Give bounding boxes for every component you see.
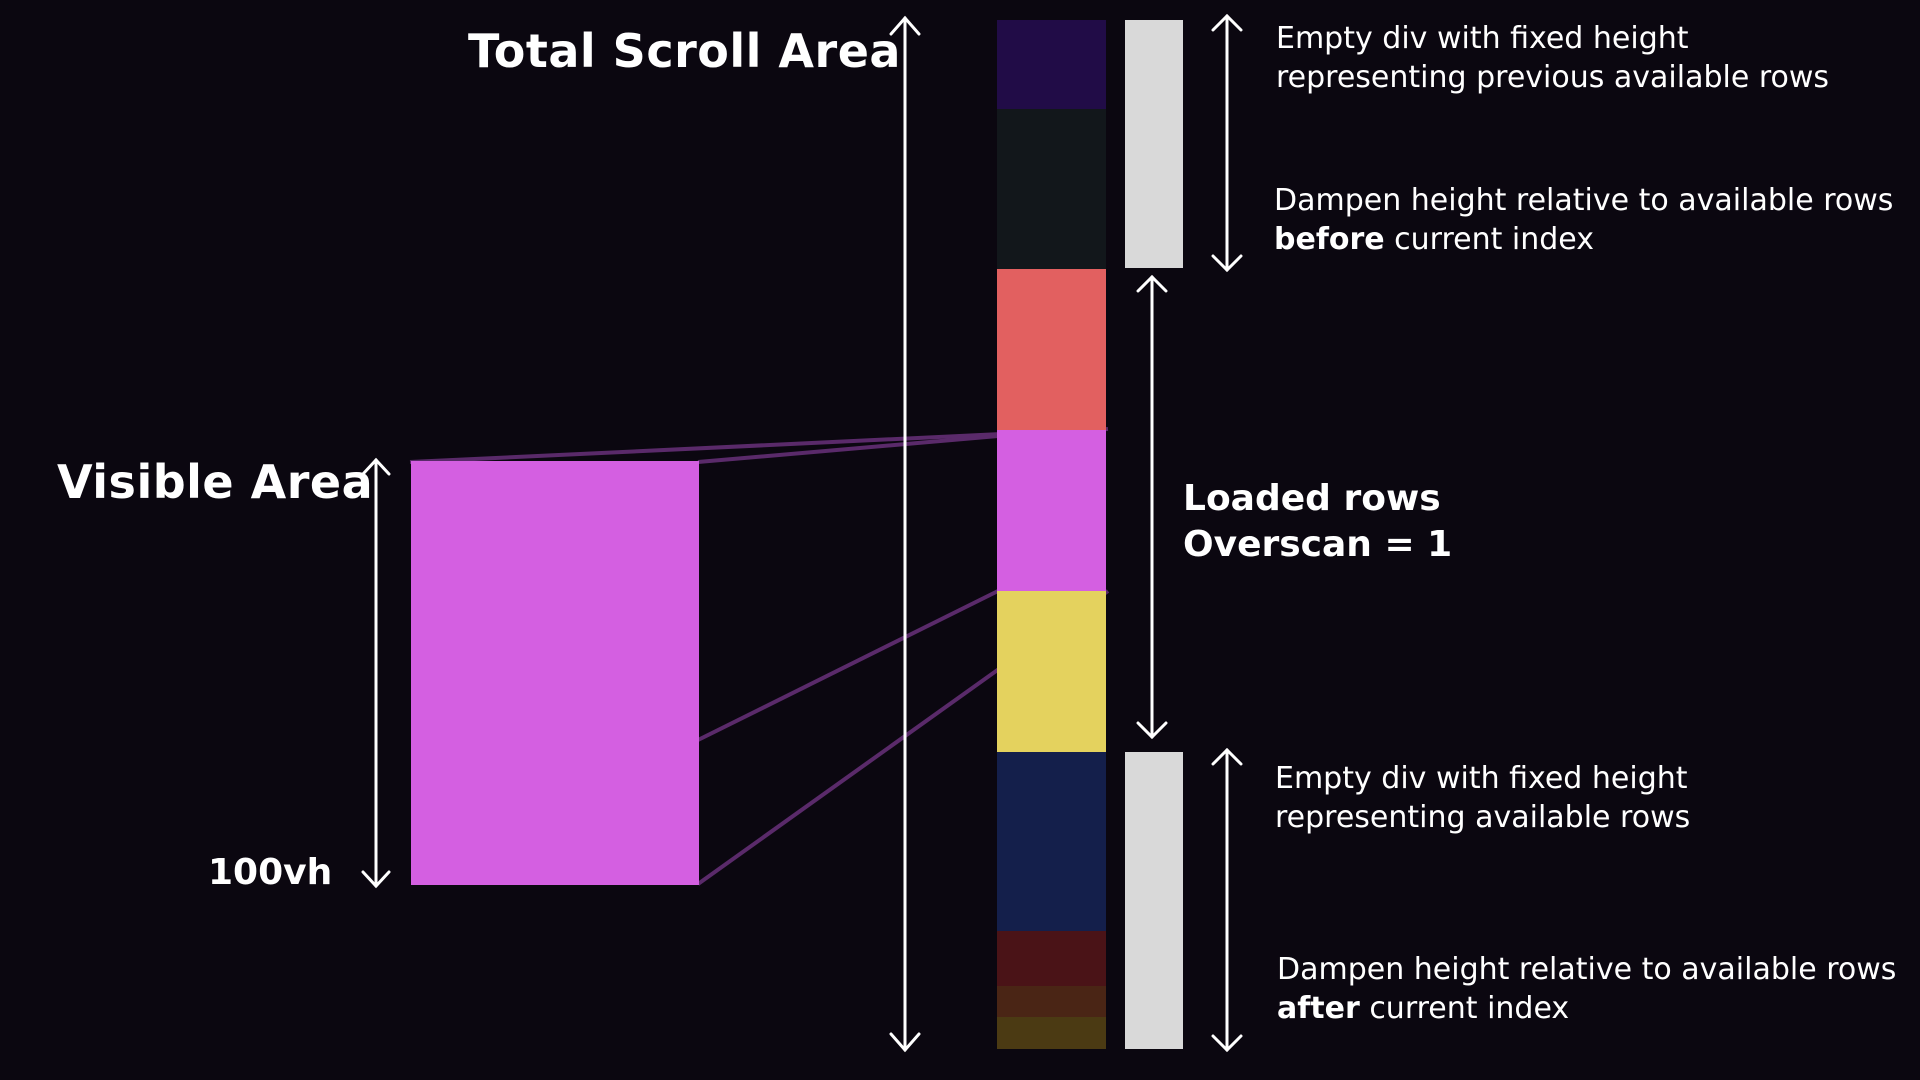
bottom-spacer-arrow xyxy=(1211,747,1243,1053)
top-spacer-line-2: representing previous available rows xyxy=(1276,60,1830,95)
row-loaded-above xyxy=(997,269,1106,430)
row-previous-2 xyxy=(997,109,1106,269)
top-spacer-note-line-2: before current index xyxy=(1274,220,1893,259)
bottom-spacer-line-2: representing available rows xyxy=(1275,800,1691,835)
bottom-spacer-note-line-1: Dampen height relative to available rows xyxy=(1277,952,1897,987)
bottom-spacer-note-suffix: current index xyxy=(1359,991,1570,1026)
bottom-spacer-description: Empty div with fixed height representing… xyxy=(1275,759,1690,837)
top-spacer-description: Empty div with fixed height representing… xyxy=(1276,19,1829,97)
row-previous-1 xyxy=(997,20,1106,109)
top-spacer-arrow xyxy=(1211,13,1243,273)
overscan-label: Overscan = 1 xyxy=(1183,524,1453,565)
viewport-height-label: 100vh xyxy=(208,852,333,893)
projection-line-top-inner xyxy=(697,434,999,464)
visible-area-label: Visible Area xyxy=(57,455,374,509)
top-spacer-note-line-1: Dampen height relative to available rows xyxy=(1274,183,1894,218)
bottom-spacer-note-emphasis: after xyxy=(1277,991,1360,1026)
row-visible xyxy=(997,430,1106,591)
row-loaded-below xyxy=(997,591,1106,752)
bottom-spacer-note: Dampen height relative to available rows… xyxy=(1277,950,1896,1028)
row-next-2 xyxy=(997,931,1106,986)
row-next-3 xyxy=(997,986,1106,1017)
top-spacer-note-emphasis: before xyxy=(1274,222,1385,257)
viewport-height-arrow xyxy=(361,457,391,889)
row-next-1 xyxy=(997,752,1106,931)
top-spacer-div xyxy=(1125,20,1183,268)
top-spacer-line-1: Empty div with fixed height xyxy=(1276,21,1689,56)
projection-line-bottom-inner xyxy=(697,589,999,742)
top-spacer-note-suffix: current index xyxy=(1384,222,1594,257)
loaded-rows-arrow xyxy=(1136,274,1168,740)
viewport-box xyxy=(411,461,699,885)
bottom-spacer-line-1: Empty div with fixed height xyxy=(1275,761,1688,796)
row-next-4 xyxy=(997,1017,1106,1049)
total-scroll-area-arrow xyxy=(889,15,921,1053)
projection-line-top-outer xyxy=(409,427,1109,464)
total-scroll-area-label: Total Scroll Area xyxy=(468,24,901,78)
bottom-spacer-note-line-2: after current index xyxy=(1277,989,1896,1028)
loaded-rows-label: Loaded rows xyxy=(1183,478,1441,519)
bottom-spacer-div xyxy=(1125,752,1183,1049)
top-spacer-note: Dampen height relative to available rows… xyxy=(1274,181,1893,259)
